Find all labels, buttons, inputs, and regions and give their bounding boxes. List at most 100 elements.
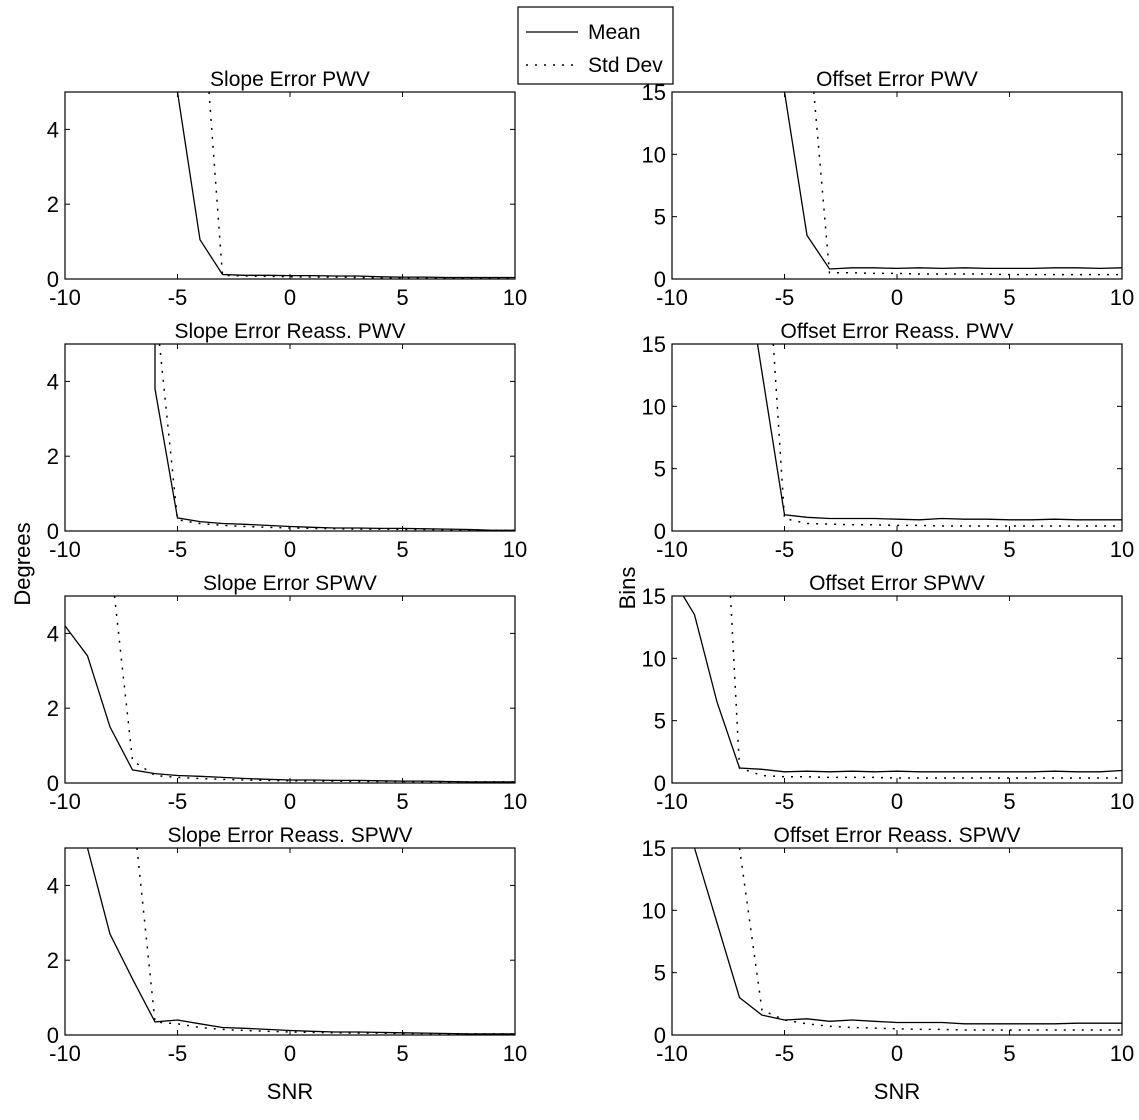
x-tick-label: -10 [49,1041,81,1066]
x-tick-label: 0 [891,537,903,562]
subplot-title: Slope Error SPWV [203,572,377,595]
x-tick-label: -5 [775,1041,795,1066]
x-tick-label: 10 [1110,789,1134,814]
x-tick-label: 5 [1003,789,1015,814]
y-tick-label: 15 [642,80,666,105]
y-tick-label: 4 [47,117,59,142]
x-tick-label: 5 [1003,1041,1015,1066]
series-mean-line [682,595,1123,773]
x-tick-label: -10 [656,285,688,310]
series-mean-line [693,847,1122,1025]
subplot-title: Slope Error Reass. SPWV [167,824,412,847]
subplot-1: Slope Error PWV -10 -5 0 5 10 0 2 4 [47,68,527,310]
x-tick-label: 0 [891,285,903,310]
subplot-title: Offset Error SPWV [809,572,985,595]
axes-frame [671,847,1123,1036]
series-std-dev-line [136,847,515,1035]
axes-frame [64,91,516,280]
x-tick-label: -10 [656,537,688,562]
series-std-dev-line [158,343,515,532]
y-tick-label: 0 [654,519,666,544]
legend-box [517,6,674,85]
x-tick-label: -5 [168,285,188,310]
y-tick-label: 5 [654,205,666,230]
y-tick-label: 0 [47,267,59,292]
y-tick-label: 2 [47,192,59,217]
series-std-dev-line [738,847,1122,1031]
subplot-2: Offset Error PWV -10 -5 0 5 10 0 5 10 15 [642,68,1135,310]
x-tick-label: 5 [396,1041,408,1066]
x-tick-label: -5 [775,789,795,814]
y-tick-label: 10 [642,898,666,923]
series-mean-line [154,344,515,531]
x-tick-label: -5 [168,537,188,562]
subplot-title: Slope Error PWV [210,68,370,91]
y-tick-label: 0 [47,771,59,796]
y-tick-label: 0 [654,267,666,292]
legend-std-label: Std Dev [588,54,663,77]
x-tick-label: 5 [1003,285,1015,310]
series-std-dev-line [113,595,515,783]
series-std-dev-line [208,91,515,280]
series-mean-line [756,343,1122,521]
x-tick-label: -10 [49,789,81,814]
y-tick-label: 4 [47,369,59,394]
x-tick-label: 10 [503,1041,527,1066]
x-tick-label: 0 [891,789,903,814]
y-tick-label: 5 [654,709,666,734]
subplot-6: Offset Error SPWV -10 -5 0 5 10 0 5 10 15 [642,572,1135,814]
x-tick-label: 5 [396,789,408,814]
x-tick-label: -10 [49,285,81,310]
series-std-dev-line [729,595,1122,779]
x-tick-label: -10 [49,537,81,562]
subplot-3: Slope Error Reass. PWV -10 -5 0 5 10 0 2 4 [47,320,527,562]
legend-mean-label: Mean [588,21,641,44]
x-tick-label: -5 [775,285,795,310]
y-tick-label: 2 [47,444,59,469]
x-tick-label: 5 [1003,537,1015,562]
y-tick-label: 15 [642,836,666,861]
x-axis-label: SNR [267,1079,313,1104]
subplot-title: Offset Error Reass. PWV [781,320,1014,343]
axes-frame [64,343,516,532]
subplot-7: Slope Error Reass. SPWV -10 -5 0 5 10 0 2 4 SNR [47,824,527,1104]
right-ylabel: Bins [615,567,640,610]
subplot-title: Slope Error Reass. PWV [174,320,405,343]
x-tick-label: 0 [284,285,296,310]
x-axis-label: SNR [874,1079,920,1104]
axes-frame [671,91,1123,280]
series-std-dev-line [772,343,1122,527]
left-ylabel: Degrees [10,522,35,605]
x-tick-label: 10 [1110,285,1134,310]
axes-frame [671,343,1123,532]
x-tick-label: -5 [168,789,188,814]
y-tick-label: 15 [642,332,666,357]
x-tick-label: 10 [503,789,527,814]
x-tick-label: -5 [775,537,795,562]
y-tick-label: 5 [654,457,666,482]
series-mean-line [783,91,1123,270]
y-tick-label: 0 [47,519,59,544]
axes-frame [64,595,516,784]
subplot-4: Offset Error Reass. PWV -10 -5 0 5 10 0 5 10 15 [642,320,1135,562]
y-tick-label: 0 [47,1023,59,1048]
series-std-dev-line [813,91,1122,276]
x-tick-label: 0 [284,537,296,562]
y-tick-label: 2 [47,696,59,721]
subplot-title: Offset Error PWV [816,68,978,91]
subplots: Slope Error PWV -10 -5 0 5 10 0 2 4 Offset Error … [47,68,1134,1104]
y-tick-label: 4 [47,621,59,646]
axes-frame [64,847,516,1036]
y-tick-label: 4 [47,873,59,898]
y-tick-label: 10 [642,394,666,419]
x-tick-label: 10 [1110,537,1134,562]
x-tick-label: 10 [503,537,527,562]
y-tick-label: 2 [47,948,59,973]
x-tick-label: 0 [284,789,296,814]
x-tick-label: 10 [1110,1041,1134,1066]
x-tick-label: 0 [891,1041,903,1066]
series-mean-line [176,91,515,279]
x-tick-label: 10 [503,285,527,310]
y-tick-label: 0 [654,771,666,796]
